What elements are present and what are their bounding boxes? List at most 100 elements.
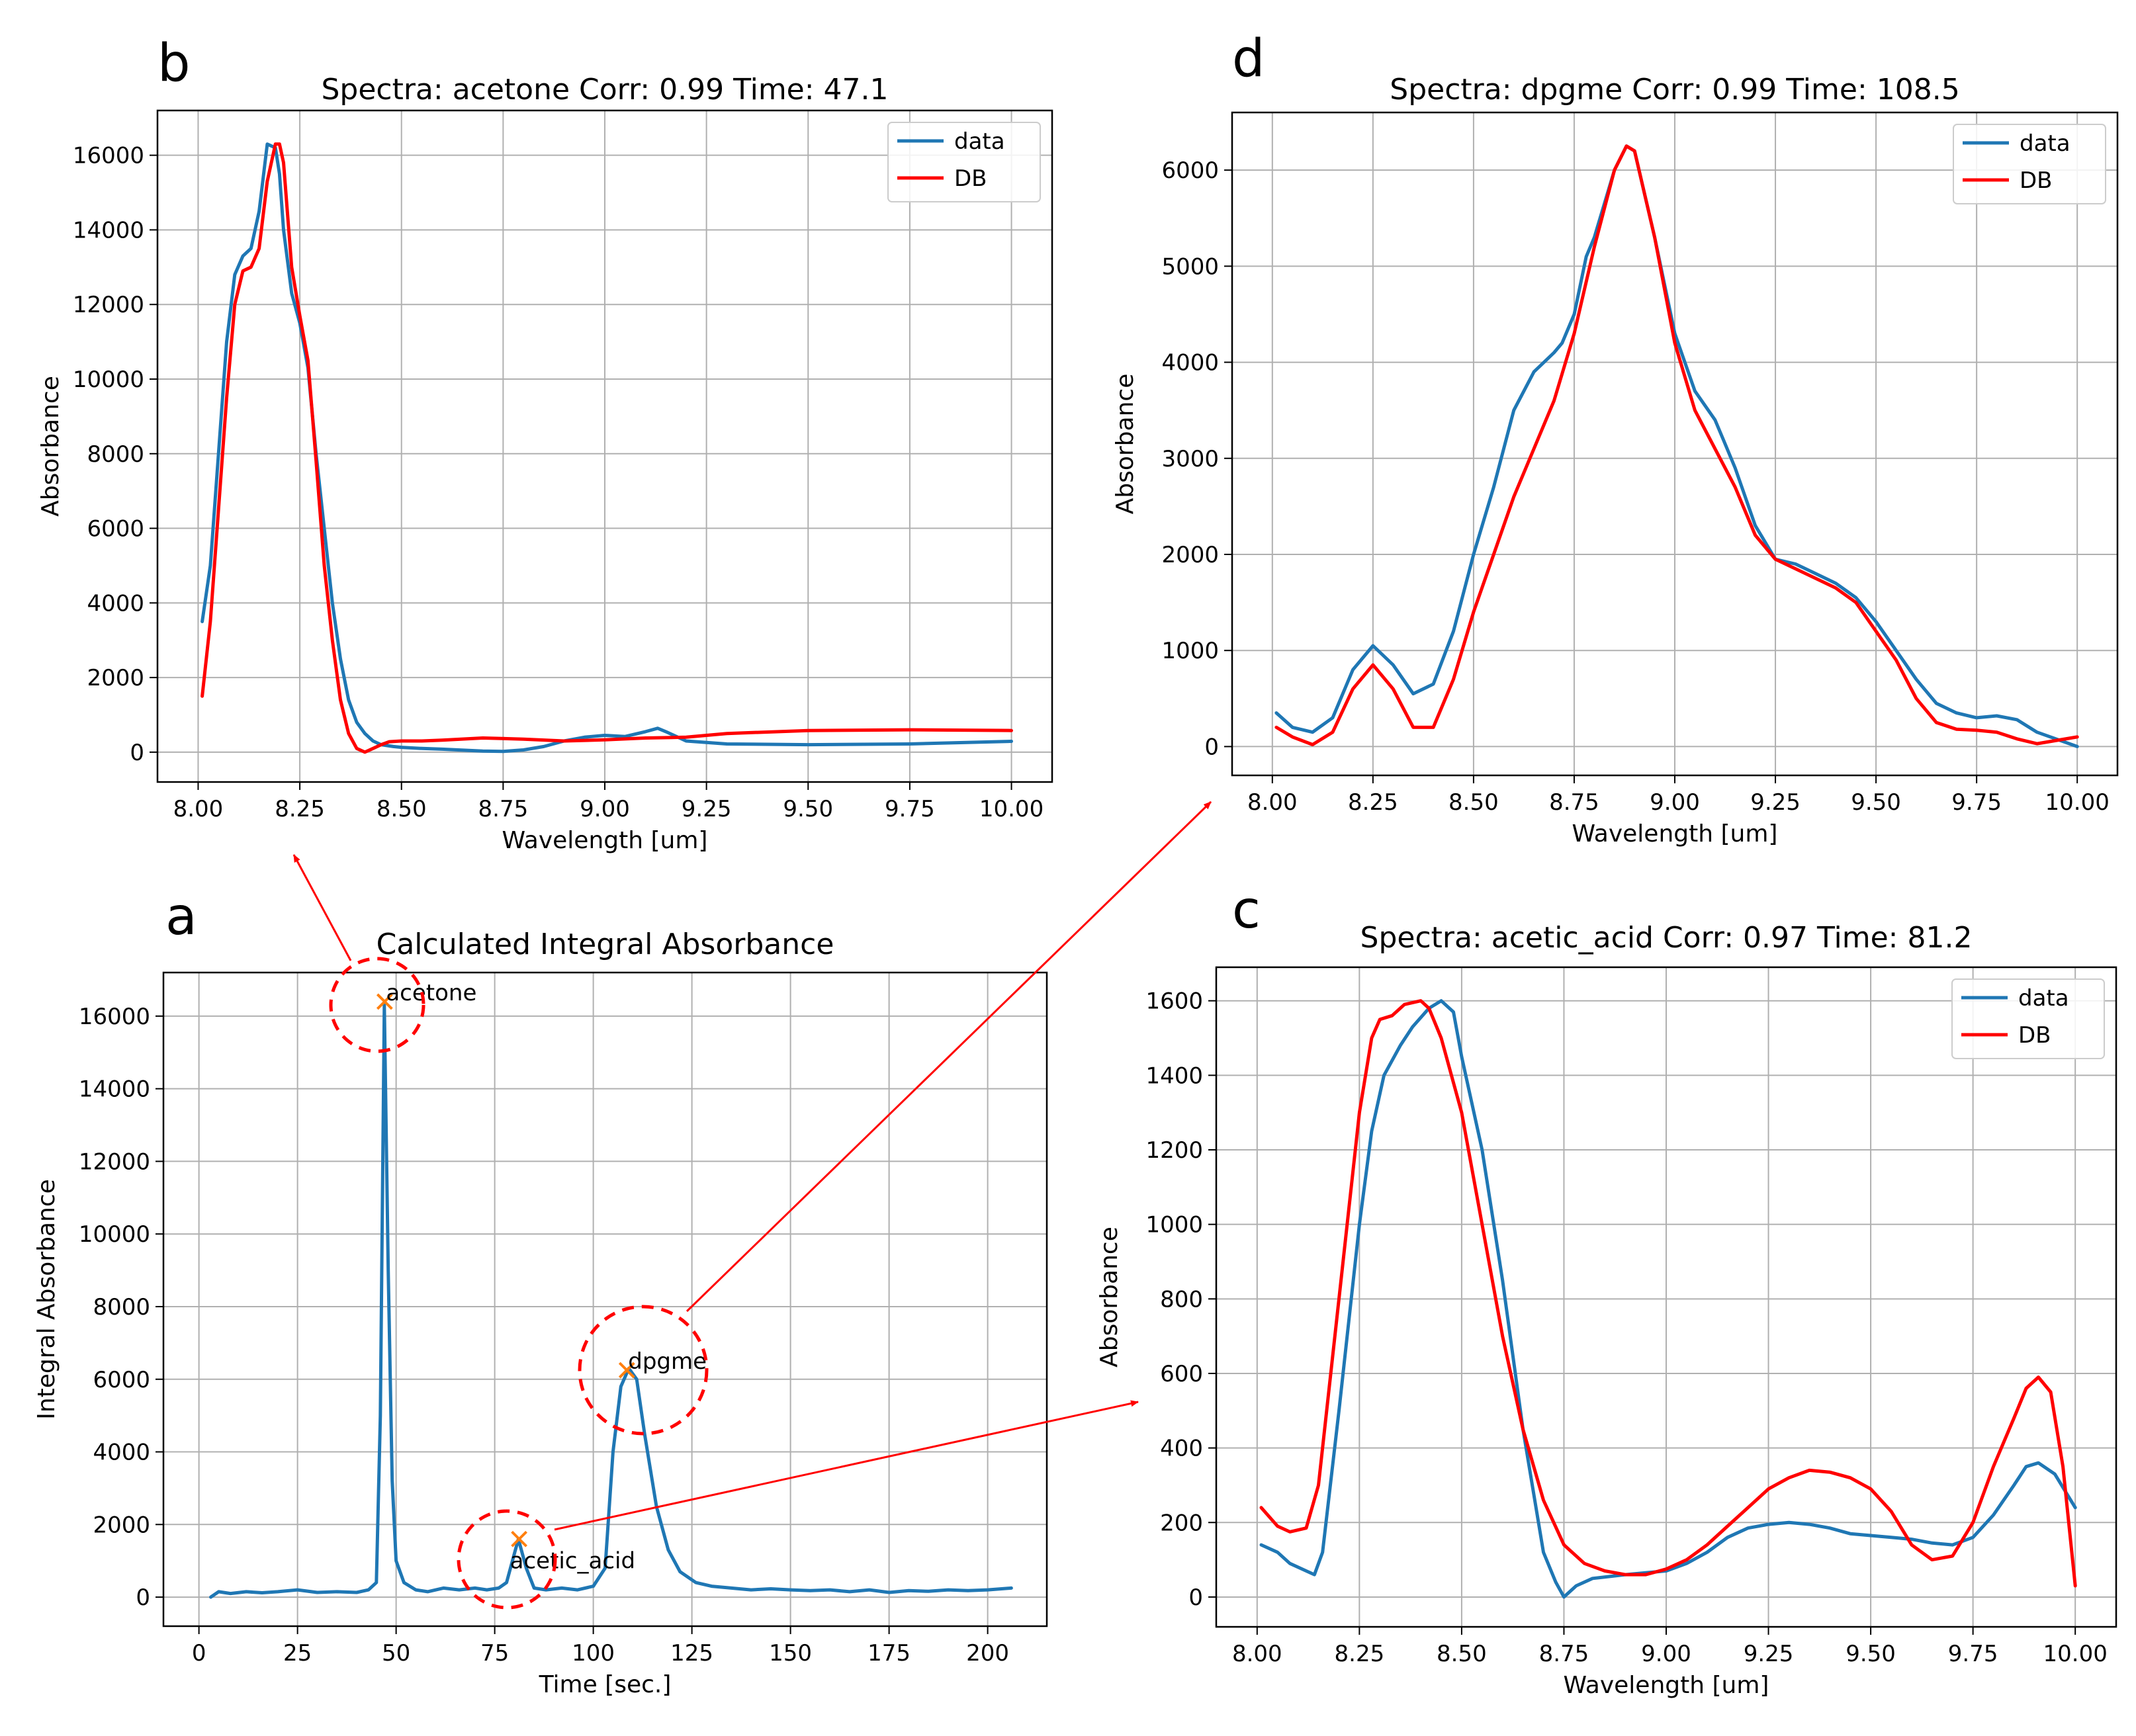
- y-tick-label: 1000: [1161, 638, 1219, 664]
- series-group: [1274, 144, 2079, 748]
- peak-label: acetone: [386, 980, 476, 1006]
- legend: data DB: [887, 122, 1041, 202]
- x-axis-label: Wavelength [um]: [1564, 1672, 1769, 1699]
- gridlines: [157, 110, 1052, 782]
- x-tick-label: 9.75: [1951, 789, 2002, 816]
- x-tick-label: 8.75: [478, 796, 529, 822]
- series-group: [1259, 999, 2077, 1599]
- arrow-to-panel-b: [292, 854, 352, 961]
- y-tick-label: 0: [136, 1584, 150, 1611]
- y-tick-label: 16000: [73, 143, 144, 169]
- axes-frame: [1231, 111, 2119, 777]
- x-tick-label: 50: [382, 1640, 410, 1667]
- axes-frame: [156, 109, 1053, 783]
- chart-title: Calculated Integral Absorbance: [377, 928, 834, 961]
- x-tick-label: 25: [283, 1640, 312, 1667]
- x-tick-label: 8.25: [1335, 1641, 1385, 1667]
- x-tick-label: 8.00: [173, 796, 224, 822]
- x-tick-label: 9.25: [1750, 789, 1801, 816]
- x-tick-label: 100: [572, 1640, 615, 1667]
- y-tick-label: 12000: [79, 1149, 150, 1175]
- legend: data DB: [1953, 124, 2106, 204]
- x-tick-label: 9.75: [1948, 1641, 1998, 1667]
- x-tick-label: 8.50: [377, 796, 427, 822]
- x-tick-label: 0: [192, 1640, 206, 1667]
- y-tick-label: 1200: [1145, 1137, 1203, 1164]
- y-axis-label: Absorbance: [1096, 1227, 1123, 1367]
- y-tick-label: 8000: [93, 1294, 150, 1321]
- x-tick-label: 150: [769, 1640, 812, 1667]
- x-tick-label: 9.00: [1641, 1641, 1691, 1667]
- y-tick-label: 2000: [87, 665, 144, 691]
- axes-frame: [1215, 966, 2117, 1628]
- y-tick-label: 2000: [1161, 542, 1219, 568]
- x-axis-label: Wavelength [um]: [1572, 820, 1778, 847]
- x-tick-label: 9.75: [885, 796, 935, 822]
- chart-title: Spectra: acetone Corr: 0.99 Time: 47.1: [321, 73, 888, 107]
- peak-marker: [511, 1530, 527, 1547]
- y-tick-label: 600: [1160, 1361, 1203, 1387]
- legend-entry: data: [2018, 985, 2069, 1012]
- y-tick-label: 14000: [73, 217, 144, 243]
- y-tick-label: 3000: [1161, 446, 1219, 472]
- series-line-data: [209, 1003, 1013, 1599]
- series-line-db: [1274, 144, 2079, 746]
- panel-letter: d: [1232, 29, 1265, 89]
- y-tick-label: 4000: [87, 590, 144, 617]
- x-tick-label: 75: [480, 1640, 509, 1667]
- acetone-highlight-circle: [329, 957, 425, 1053]
- x-tick-label: 9.25: [682, 796, 732, 822]
- series-line-data: [1274, 144, 2079, 748]
- acetic-acid-highlight-circle: [457, 1509, 557, 1610]
- panel-b: 8.00 8.25 8.50 8.75 9.00 9.25 9.50 9.75 10.00 0 20…: [37, 34, 1053, 854]
- x-tick-label: 8.25: [1348, 789, 1398, 816]
- chart-title: Spectra: acetic_acid Corr: 0.97 Time: 81…: [1360, 921, 1973, 955]
- y-tick-label: 200: [1160, 1510, 1203, 1536]
- x-tick-label: 8.00: [1247, 789, 1298, 816]
- y-tick-label: 4000: [1161, 350, 1219, 376]
- x-tick-label: 9.50: [1846, 1641, 1896, 1667]
- gridlines: [163, 973, 1047, 1626]
- y-tick-label: 1400: [1145, 1063, 1203, 1089]
- x-tick-label: 8.25: [275, 796, 325, 822]
- panel-letter: c: [1232, 881, 1261, 940]
- chart-title: Spectra: dpgme Corr: 0.99 Time: 108.5: [1390, 73, 1959, 107]
- y-tick-label: 16000: [79, 1004, 150, 1030]
- y-axis-label: Absorbance: [1112, 374, 1139, 515]
- legend-entry: data: [2020, 130, 2070, 157]
- legend-entry: DB: [2020, 167, 2053, 194]
- y-tick-label: 6000: [93, 1367, 150, 1393]
- legend-entry: DB: [954, 165, 987, 192]
- arrow-to-panel-c: [554, 1400, 1139, 1531]
- panels: 0 25 50 75 100 125 150 175 200020004000600080001…: [33, 29, 2119, 1699]
- y-axis-label: Absorbance: [37, 376, 64, 517]
- dpgme-highlight-circle: [578, 1305, 709, 1436]
- x-tick-label: 175: [868, 1640, 911, 1667]
- panel-letter: a: [165, 887, 197, 947]
- series-line-db: [1259, 999, 2077, 1588]
- x-tick-label: 200: [966, 1640, 1009, 1667]
- series-line-data: [1259, 999, 2077, 1599]
- x-tick-label: 9.00: [580, 796, 630, 822]
- x-tick-label: 8.00: [1232, 1641, 1282, 1667]
- y-tick-label: 12000: [73, 292, 144, 318]
- gridlines: [1232, 112, 2117, 775]
- legend: data DB: [1951, 978, 2105, 1059]
- y-tick-label: 0: [1204, 734, 1219, 760]
- series-group: [200, 142, 1013, 754]
- y-tick-label: 6000: [87, 516, 144, 542]
- x-tick-label: 9.00: [1650, 789, 1700, 816]
- y-tick-label: 8000: [87, 441, 144, 468]
- y-tick-label: 14000: [79, 1076, 150, 1103]
- series-group: [209, 1003, 1013, 1599]
- y-tick-label: 2000: [93, 1512, 150, 1538]
- x-axis-label: Time [sec.]: [539, 1671, 672, 1698]
- y-axis-label: Integral Absorbance: [33, 1179, 60, 1420]
- y-tick-label: 10000: [79, 1221, 150, 1248]
- x-axis-label: Wavelength [um]: [502, 827, 708, 854]
- series-line-db: [200, 142, 1013, 754]
- y-tick-label: 0: [130, 740, 144, 766]
- arrow-to-panel-d: [686, 801, 1212, 1313]
